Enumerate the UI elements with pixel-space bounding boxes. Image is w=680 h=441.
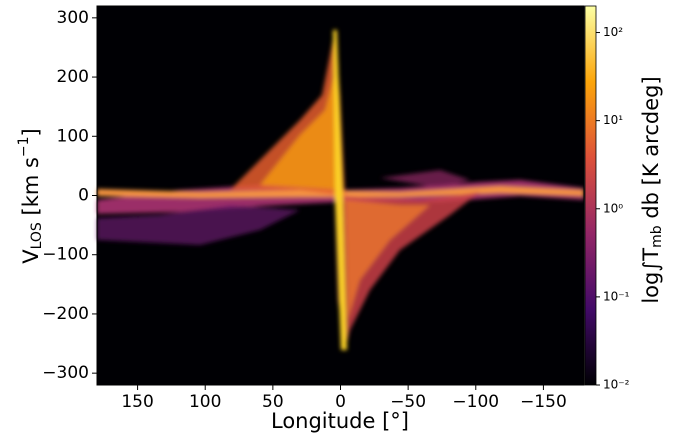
x-tick-label: 100: [189, 392, 221, 412]
colorbar-tick-label: 10⁰: [603, 201, 623, 215]
colorbar-tick-label: 10¹: [603, 113, 623, 127]
y-tick-label: 0: [78, 186, 89, 206]
colorbar-frame: [584, 5, 597, 386]
y-label-end: ]: [19, 128, 43, 136]
x-tick-label: −150: [520, 392, 567, 412]
y-label-sup: −1: [16, 136, 32, 157]
emission: [97, 30, 584, 350]
x-axis-label: Longitude [°]: [271, 409, 409, 433]
y-axis-label: VLOS [km s−1]: [16, 128, 45, 264]
colorbar-tick-label: 10⁻²: [603, 378, 630, 392]
y-label-unit: [km s: [19, 157, 43, 222]
colorbar-label: log∫Tmb db [K arcdeg]: [639, 76, 665, 303]
x-tick-label: 150: [121, 392, 153, 412]
x-tick-label: 50: [262, 392, 284, 412]
x-tick-label: −50: [390, 392, 426, 412]
cb-label-main: log∫T: [639, 248, 663, 304]
colorbar-tick-label: 10²: [603, 25, 623, 39]
cb-label-sub: mb: [649, 225, 665, 248]
y-label-main: V: [19, 249, 43, 264]
y-tick-label: 200: [57, 67, 89, 87]
y-label-sub: LOS: [29, 222, 45, 249]
colorbar-tick-label: 10⁻¹: [603, 289, 630, 303]
cb-label-end: db [K arcdeg]: [639, 76, 663, 225]
y-tick-label: 100: [57, 126, 89, 146]
y-tick-label: −200: [42, 304, 89, 324]
colorbar: [585, 6, 596, 385]
x-tick-label: −100: [452, 392, 499, 412]
y-tick-label: 300: [57, 8, 89, 28]
y-tick-label: −100: [42, 245, 89, 265]
x-tick-label: 0: [335, 392, 346, 412]
y-tick-label: −300: [42, 363, 89, 383]
